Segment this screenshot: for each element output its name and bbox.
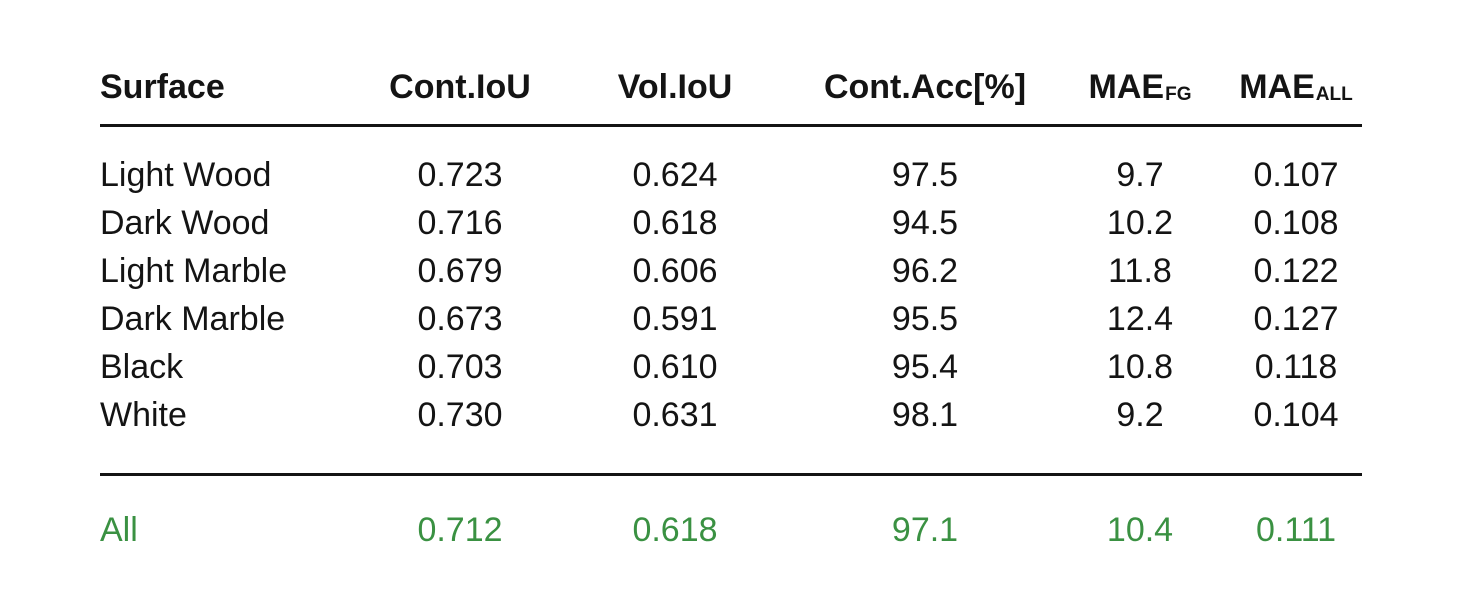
cell-mae-fg: 9.7	[1116, 156, 1164, 194]
cell-mae-fg: 11.8	[1108, 252, 1172, 290]
cell-surface: White	[100, 396, 187, 434]
cell-surface: Light Marble	[100, 252, 288, 290]
cell-mae-fg: 9.2	[1116, 396, 1164, 434]
cell-cont-iou: 0.716	[417, 204, 503, 242]
summary-cell-vol-iou: 0.618	[550, 473, 800, 547]
cell-mae-all: 0.118	[1254, 348, 1338, 386]
summary-section: All 0.712 0.618 97.1 10.4 0.111	[100, 473, 1362, 547]
cell-mae-fg: 10.8	[1106, 348, 1174, 386]
results-figure: Surface Cont.IoU Vol.IoU Cont.Acc[%] MAE…	[100, 50, 1362, 547]
cell-mae-all: 0.108	[1253, 204, 1339, 242]
cell-cont-acc: 94.5	[891, 204, 959, 242]
summary-cell-mae-all: 0.111	[1230, 473, 1362, 547]
table-header: Surface Cont.IoU Vol.IoU Cont.Acc[%] MAE…	[100, 50, 1362, 127]
column-header-cont-iou: Cont.IoU	[370, 50, 550, 127]
summary-cell-cont-acc: 97.1	[800, 473, 1050, 547]
table-row-dark-marble: Dark Marble 0.673 0.591 95.5 12.4 0.127	[100, 295, 1362, 343]
cell-vol-iou: 0.618	[632, 204, 718, 242]
cell-mae-all: 0.127	[1253, 300, 1339, 338]
cell-cont-acc: 96.2	[891, 252, 959, 290]
cell-cont-iou: 0.723	[417, 156, 503, 194]
cell-mae-all: 0.104	[1253, 396, 1339, 434]
cell-mae-all: 0.122	[1253, 252, 1339, 290]
mae-all-label: MAE	[1239, 68, 1315, 106]
header-row: Surface Cont.IoU Vol.IoU Cont.Acc[%] MAE…	[100, 50, 1362, 127]
cell-vol-iou: 0.631	[632, 396, 718, 434]
mae-all-subscript: ALL	[1315, 84, 1353, 106]
cell-surface: Black	[100, 348, 184, 386]
cell-vol-iou: 0.610	[632, 348, 718, 386]
cell-surface: Light Wood	[100, 156, 272, 194]
cell-cont-iou: 0.673	[417, 300, 503, 338]
cell-vol-iou: 0.624	[632, 156, 718, 194]
cell-cont-acc: 95.4	[891, 348, 959, 386]
results-table: Surface Cont.IoU Vol.IoU Cont.Acc[%] MAE…	[100, 50, 1362, 547]
cell-vol-iou: 0.591	[632, 300, 718, 338]
cell-mae-fg: 12.4	[1106, 300, 1174, 338]
cell-cont-acc: 98.1	[891, 396, 959, 434]
table-row-light-marble: Light Marble 0.679 0.606 96.2 11.8 0.122	[100, 247, 1362, 295]
table-row-black: Black 0.703 0.610 95.4 10.8 0.118	[100, 343, 1362, 391]
column-header-vol-iou: Vol.IoU	[550, 50, 800, 127]
cell-surface: Dark Marble	[100, 300, 286, 338]
cell-mae-all: 0.107	[1253, 156, 1339, 194]
summary-row-all: All 0.712 0.618 97.1 10.4 0.111	[100, 473, 1362, 547]
column-header-surface: Surface	[100, 50, 370, 127]
cell-cont-iou: 0.730	[417, 396, 503, 434]
cell-cont-iou: 0.703	[417, 348, 503, 386]
table-row-white: White 0.730 0.631 98.1 9.2 0.104	[100, 391, 1362, 475]
column-header-mae-all: MAEALL	[1230, 50, 1362, 127]
cell-cont-iou: 0.679	[417, 252, 503, 290]
mae-fg-label: MAE	[1088, 68, 1165, 106]
table-row-light-wood: Light Wood 0.723 0.624 97.5 9.7 0.107	[100, 126, 1362, 200]
summary-cell-cont-iou: 0.712	[370, 473, 550, 547]
table-row-dark-wood: Dark Wood 0.716 0.618 94.5 10.2 0.108	[100, 199, 1362, 247]
summary-cell-mae-fg: 10.4	[1050, 473, 1230, 547]
column-header-mae-fg: MAEFG	[1050, 50, 1230, 127]
mae-fg-subscript: FG	[1165, 84, 1192, 106]
cell-mae-fg: 10.2	[1106, 204, 1174, 242]
cell-cont-acc: 95.5	[891, 300, 959, 338]
column-header-cont-acc: Cont.Acc[%]	[800, 50, 1050, 127]
summary-cell-surface: All	[100, 473, 370, 547]
cell-vol-iou: 0.606	[632, 252, 718, 290]
cell-cont-acc: 97.5	[891, 156, 959, 194]
cell-surface: Dark Wood	[100, 204, 270, 242]
table-body: Light Wood 0.723 0.624 97.5 9.7 0.107 Da…	[100, 126, 1362, 475]
